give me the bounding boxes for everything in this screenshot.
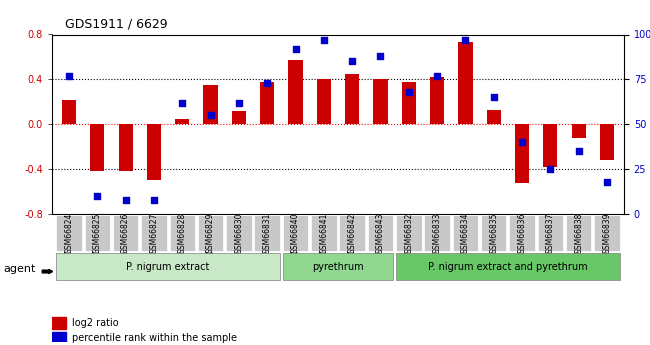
Point (460, 37, 471, 43)
Bar (118, 124, 133, 171)
Point (404, 89, 414, 95)
FancyBboxPatch shape (84, 215, 110, 251)
Point (291, 46, 301, 52)
Bar (600, 124, 614, 160)
Text: GSM66828: GSM66828 (177, 212, 187, 254)
Text: percentile rank within the sample: percentile rank within the sample (72, 334, 237, 343)
FancyBboxPatch shape (113, 215, 138, 251)
FancyBboxPatch shape (57, 253, 280, 280)
Bar (543, 124, 558, 167)
Text: GSM66841: GSM66841 (319, 212, 328, 254)
Bar (52, 317, 66, 329)
Point (602, 179, 612, 184)
Text: P. nigrum extract: P. nigrum extract (126, 262, 210, 272)
Point (177, 100, 187, 106)
Bar (260, 81, 274, 124)
FancyBboxPatch shape (283, 253, 393, 280)
Point (92, 193, 103, 199)
Text: GSM66830: GSM66830 (235, 212, 243, 254)
Text: GSM66837: GSM66837 (546, 212, 555, 254)
FancyBboxPatch shape (481, 215, 506, 251)
Point (573, 148, 584, 154)
Bar (458, 42, 473, 124)
Bar (232, 111, 246, 124)
Bar (203, 85, 218, 124)
Text: GSM66840: GSM66840 (291, 212, 300, 254)
Point (347, 59, 358, 64)
Bar (345, 74, 359, 124)
Point (205, 112, 216, 118)
Text: GSM66827: GSM66827 (150, 212, 159, 254)
FancyBboxPatch shape (57, 215, 82, 251)
FancyBboxPatch shape (510, 215, 535, 251)
Point (64, 73, 74, 79)
Point (545, 166, 556, 172)
FancyBboxPatch shape (396, 215, 422, 251)
FancyBboxPatch shape (368, 215, 393, 251)
FancyBboxPatch shape (339, 215, 365, 251)
Text: log2 ratio: log2 ratio (72, 318, 119, 328)
Text: GSM66826: GSM66826 (121, 212, 130, 254)
FancyBboxPatch shape (452, 215, 478, 251)
Point (120, 197, 131, 202)
Point (517, 139, 527, 145)
FancyBboxPatch shape (283, 215, 308, 251)
Text: GSM66834: GSM66834 (461, 212, 470, 254)
Text: GSM66825: GSM66825 (93, 212, 102, 254)
FancyBboxPatch shape (311, 215, 337, 251)
Bar (515, 124, 529, 183)
FancyBboxPatch shape (396, 253, 619, 280)
Text: GSM66832: GSM66832 (404, 212, 413, 254)
Bar (373, 79, 387, 124)
Point (318, 37, 329, 43)
Bar (147, 124, 161, 180)
Text: GSM66843: GSM66843 (376, 212, 385, 254)
Bar (430, 77, 444, 124)
Bar (52, 332, 66, 345)
Bar (90, 124, 105, 171)
Text: GSM66836: GSM66836 (517, 212, 526, 254)
Point (234, 100, 244, 106)
Text: agent: agent (3, 264, 36, 274)
Bar (317, 79, 331, 124)
Text: GSM66838: GSM66838 (574, 212, 583, 254)
Text: GSM66829: GSM66829 (206, 212, 215, 254)
Text: GSM66833: GSM66833 (433, 212, 441, 254)
FancyBboxPatch shape (141, 215, 166, 251)
FancyBboxPatch shape (566, 215, 592, 251)
Bar (487, 110, 501, 124)
Text: P. nigrum extract and pyrethrum: P. nigrum extract and pyrethrum (428, 262, 588, 272)
Bar (289, 60, 303, 124)
Point (489, 95, 499, 100)
Bar (402, 81, 416, 124)
FancyBboxPatch shape (226, 215, 252, 251)
Text: GSM66842: GSM66842 (348, 212, 357, 254)
Bar (176, 119, 189, 124)
FancyBboxPatch shape (538, 215, 563, 251)
Bar (62, 99, 76, 124)
Text: GSM66831: GSM66831 (263, 212, 272, 254)
Text: GSM66835: GSM66835 (489, 212, 499, 254)
Text: GSM66824: GSM66824 (64, 212, 73, 254)
Text: pyrethrum: pyrethrum (312, 262, 364, 272)
Point (375, 53, 385, 59)
FancyBboxPatch shape (254, 215, 280, 251)
Text: GDS1911 / 6629: GDS1911 / 6629 (65, 17, 168, 30)
FancyBboxPatch shape (170, 215, 195, 251)
Bar (571, 124, 586, 138)
FancyBboxPatch shape (424, 215, 450, 251)
FancyBboxPatch shape (198, 215, 224, 251)
Point (149, 197, 159, 202)
Point (432, 73, 442, 79)
Point (262, 80, 272, 86)
FancyBboxPatch shape (594, 215, 619, 251)
Text: GSM66839: GSM66839 (603, 212, 612, 254)
